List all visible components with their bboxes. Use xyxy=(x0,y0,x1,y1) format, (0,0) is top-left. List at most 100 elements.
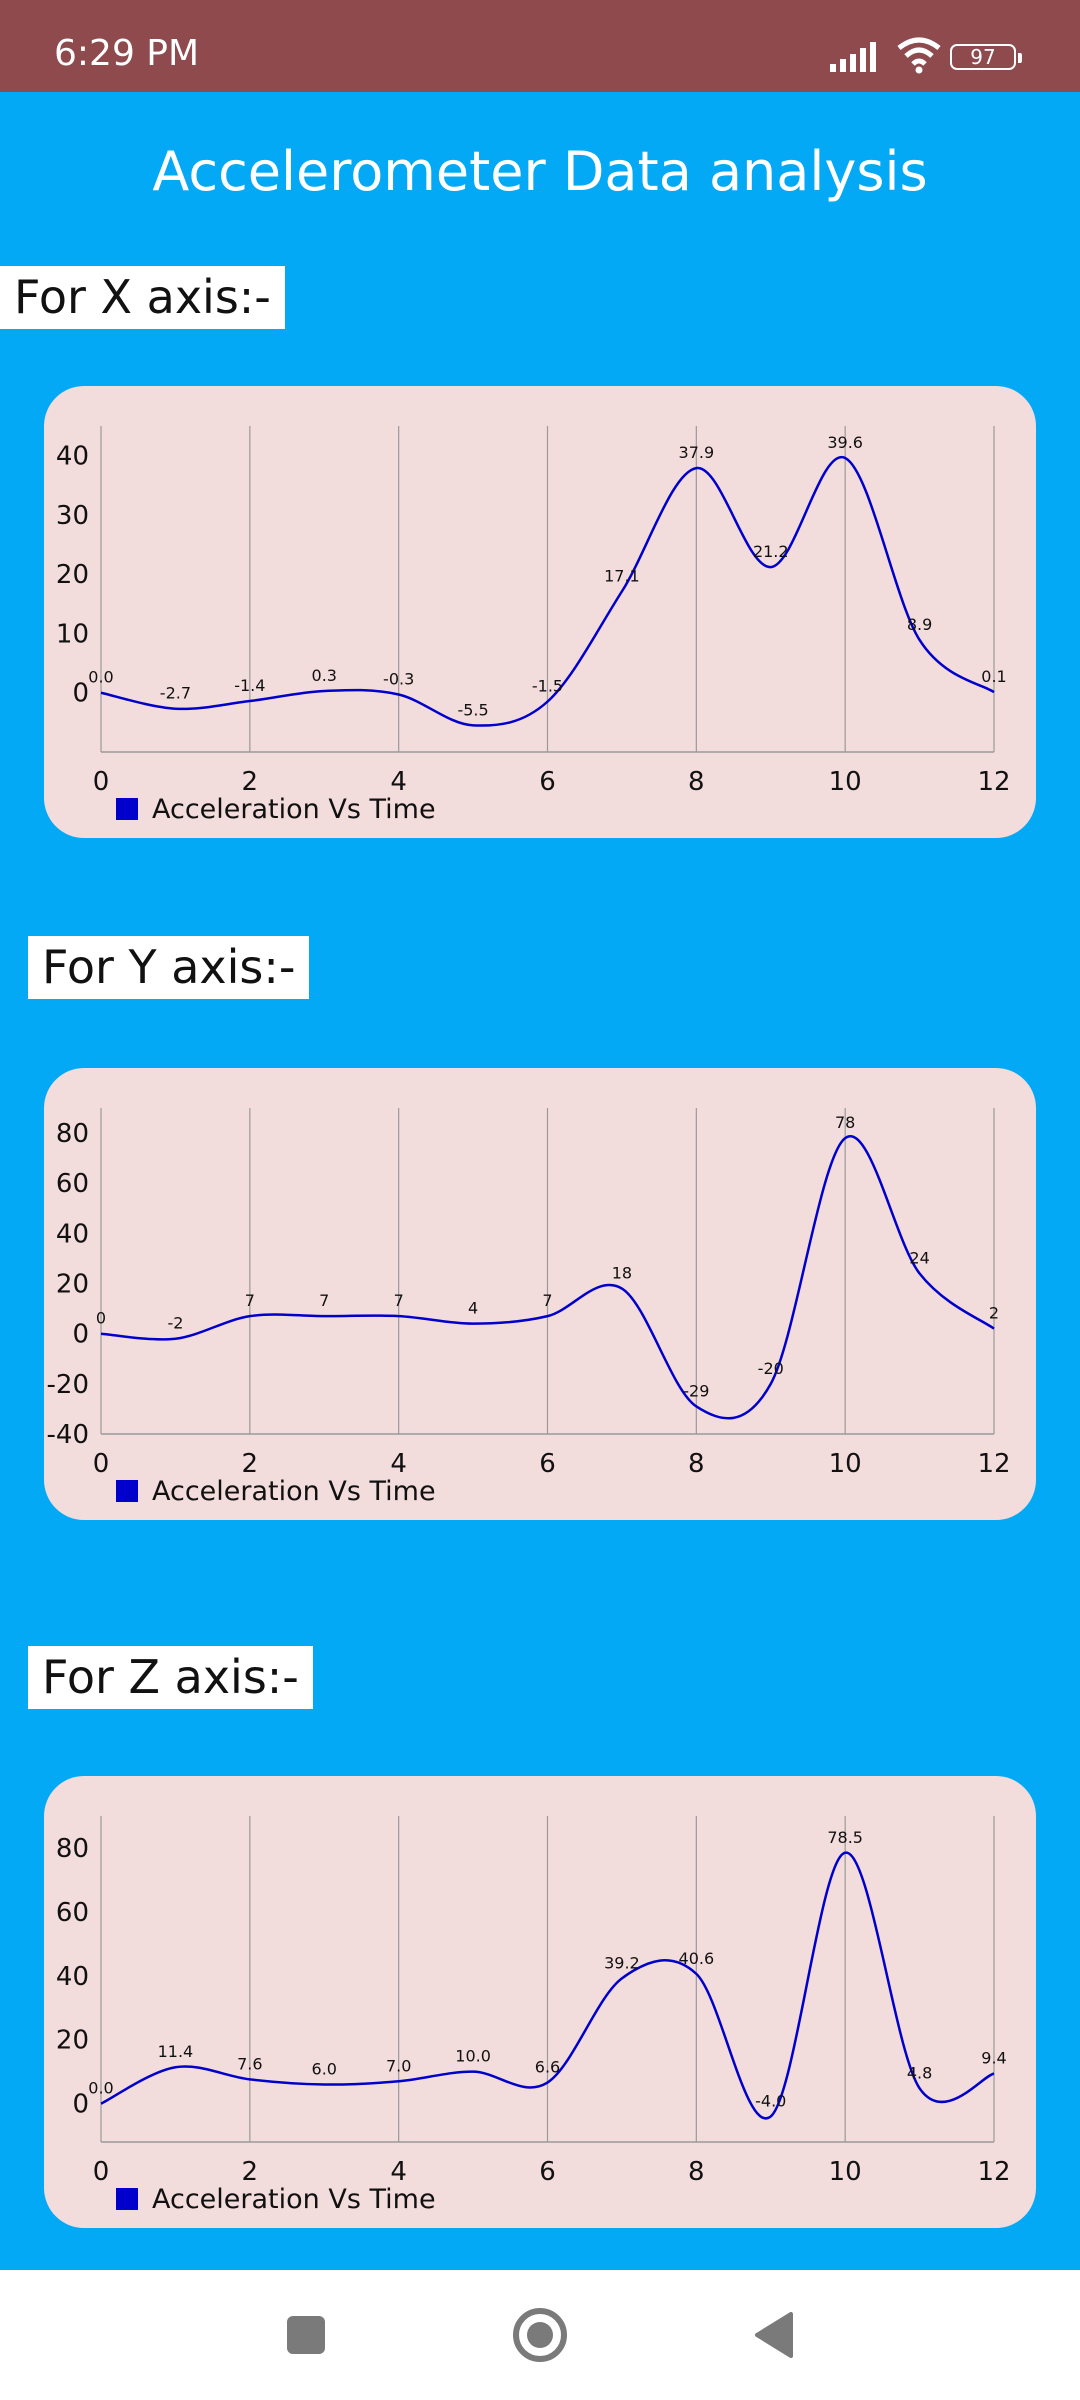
x-tick-label: 4 xyxy=(390,1449,407,1479)
circle-home-icon[interactable] xyxy=(495,2290,585,2380)
chart-z: 0 2 4 6 8 10 12 0 20 40 60 80 0.0 11.4 7.6 6.0 7.0 10.0 6.… xyxy=(56,1816,1011,2187)
chart-x: 0 2 4 6 8 10 12 0 10 20 30 40 0.0 -2.7 -1.4 0.3 -0.3 -5.5… xyxy=(56,426,1011,797)
data-label: -5.5 xyxy=(457,700,488,719)
data-label: 39.2 xyxy=(604,1953,640,1972)
y-tick-label: 80 xyxy=(56,1119,89,1149)
data-label: 7 xyxy=(542,1291,552,1310)
chart-card-x: 0 2 4 6 8 10 12 0 10 20 30 40 0.0 -2.7 -1.4 0.3 -0.3 -5.5… xyxy=(44,386,1036,838)
data-label: -1.4 xyxy=(234,676,265,695)
data-label: 7 xyxy=(245,1291,255,1310)
data-label: 6.0 xyxy=(312,2059,337,2078)
data-label: -1.5 xyxy=(532,677,563,696)
x-tick-label: 4 xyxy=(390,2157,407,2187)
x-tick-label: 6 xyxy=(539,2157,556,2187)
data-label: 2 xyxy=(989,1304,999,1323)
chart-card-z: 0 2 4 6 8 10 12 0 20 40 60 80 0.0 11.4 7.6 6.0 7.0 10.0 6.… xyxy=(44,1776,1036,2228)
y-tick-label: -20 xyxy=(47,1370,89,1400)
data-label: 21.2 xyxy=(753,542,789,561)
legend-swatch xyxy=(116,1480,138,1502)
legend-swatch xyxy=(116,2188,138,2210)
legend-label: Acceleration Vs Time xyxy=(152,793,436,825)
x-tick-label: 8 xyxy=(688,767,705,797)
data-label: 78.5 xyxy=(827,1828,863,1847)
square-recents-icon[interactable] xyxy=(261,2290,351,2380)
data-label: -0.3 xyxy=(383,670,414,689)
data-label: 10.0 xyxy=(455,2047,491,2066)
data-label: 0 xyxy=(96,1309,106,1328)
battery-icon: 97 xyxy=(950,44,1022,70)
x-tick-label: 0 xyxy=(93,1449,110,1479)
y-tick-label: 30 xyxy=(56,501,89,531)
x-tick-label: 4 xyxy=(390,767,407,797)
x-tick-label: 12 xyxy=(977,2157,1010,2187)
y-tick-label: 60 xyxy=(56,1169,89,1199)
status-bar: 6:29 PM 97 xyxy=(0,0,1080,92)
data-label: 17.1 xyxy=(604,566,640,585)
x-tick-label: 6 xyxy=(539,767,556,797)
nav-bar xyxy=(0,2270,1080,2400)
data-label: 0.0 xyxy=(88,668,113,687)
data-label: 4.8 xyxy=(907,2063,932,2082)
x-tick-label: 12 xyxy=(977,767,1010,797)
series-line xyxy=(100,1134,995,1420)
y-tick-label: 40 xyxy=(56,1962,89,1992)
data-label: 24 xyxy=(909,1249,929,1268)
data-label: 39.6 xyxy=(827,433,863,452)
data-label: 11.4 xyxy=(158,2042,194,2061)
y-tick-label: 40 xyxy=(56,1219,89,1249)
data-label: 6.6 xyxy=(535,2058,560,2077)
data-label: 8.9 xyxy=(907,615,932,634)
x-tick-label: 8 xyxy=(688,1449,705,1479)
page-title: Accelerometer Data analysis xyxy=(152,140,928,203)
data-label: 78 xyxy=(835,1113,855,1132)
x-tick-label: 10 xyxy=(829,2157,862,2187)
x-tick-label: 2 xyxy=(242,1449,259,1479)
y-tick-label: 0 xyxy=(72,2090,89,2120)
y-tick-label: 60 xyxy=(56,1898,89,1928)
x-tick-label: 10 xyxy=(829,767,862,797)
x-tick-label: 0 xyxy=(93,2157,110,2187)
y-tick-label: 80 xyxy=(56,1834,89,1864)
x-tick-label: 2 xyxy=(242,767,259,797)
data-label: 7.6 xyxy=(237,2054,262,2073)
data-label: 18 xyxy=(612,1264,632,1283)
series-line xyxy=(100,456,995,727)
triangle-back-icon[interactable] xyxy=(729,2290,819,2380)
data-label: -4.0 xyxy=(755,2091,786,2110)
x-tick-label: 0 xyxy=(93,767,110,797)
legend-label: Acceleration Vs Time xyxy=(152,1475,436,1507)
x-tick-label: 6 xyxy=(539,1449,556,1479)
section-label-x: For X axis:- xyxy=(0,266,285,330)
data-label: 7 xyxy=(319,1291,329,1310)
series-line xyxy=(100,1851,995,2120)
section-label-y: For Y axis:- xyxy=(28,936,310,1000)
chart-card-y: 0 2 4 6 8 10 12 -40 -20 0 20 40 60 80 0 -2 7 7 7 4 7 18 -29 -20… xyxy=(44,1068,1036,1520)
data-label: -2 xyxy=(167,1314,183,1333)
x-tick-label: 12 xyxy=(977,1449,1010,1479)
data-label: -20 xyxy=(758,1359,784,1378)
x-tick-label: 10 xyxy=(829,1449,862,1479)
data-label: 4 xyxy=(468,1299,478,1318)
status-time: 6:29 PM xyxy=(54,33,200,74)
y-tick-label: 10 xyxy=(56,619,89,649)
data-label: 7.0 xyxy=(386,2056,411,2075)
data-label: 40.6 xyxy=(679,1949,715,1968)
x-tick-label: 8 xyxy=(688,2157,705,2187)
data-label: 0.1 xyxy=(981,667,1006,686)
data-label: 37.9 xyxy=(679,443,715,462)
data-label: -29 xyxy=(683,1381,709,1400)
section-label-z: For Z axis:- xyxy=(28,1646,313,1710)
chart-legend-z: Acceleration Vs Time xyxy=(116,2183,436,2215)
data-label: 7 xyxy=(394,1291,404,1310)
legend-label: Acceleration Vs Time xyxy=(152,2183,436,2215)
y-tick-label: 0 xyxy=(72,679,89,709)
data-label: -2.7 xyxy=(160,684,191,703)
data-label: 0.0 xyxy=(88,2079,113,2098)
chart-legend-x: Acceleration Vs Time xyxy=(116,793,436,825)
x-tick-label: 2 xyxy=(242,2157,259,2187)
y-tick-label: 20 xyxy=(56,560,89,590)
signal-icon xyxy=(830,42,876,72)
wifi-icon xyxy=(897,37,941,74)
y-tick-label: 20 xyxy=(56,2026,89,2056)
